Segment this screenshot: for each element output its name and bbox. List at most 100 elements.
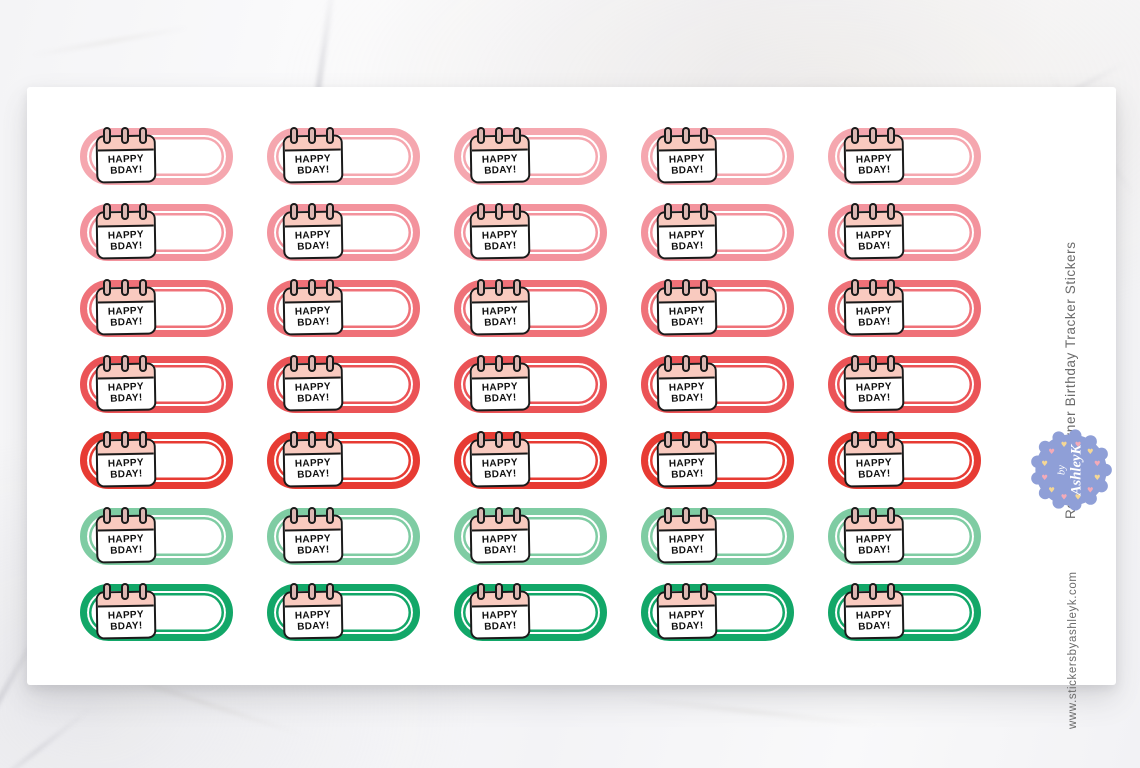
- birthday-calendar-icon: HAPPY BDAY!: [469, 431, 532, 491]
- birthday-sticker-light-pink: HAPPY BDAY!: [641, 127, 794, 187]
- birthday-sticker-coral: HAPPY BDAY!: [828, 279, 981, 339]
- birthday-sticker-light-pink: HAPPY BDAY!: [828, 127, 981, 187]
- calendar-rings-icon: [664, 355, 708, 372]
- birthday-calendar-icon: HAPPY BDAY!: [843, 279, 906, 339]
- sticker-label: HAPPY BDAY!: [294, 153, 332, 177]
- sticker-label: HAPPY BDAY!: [481, 229, 519, 253]
- sticker-label: HAPPY BDAY!: [855, 381, 893, 405]
- birthday-sticker-pink: HAPPY BDAY!: [641, 203, 794, 261]
- birthday-calendar-icon: HAPPY BDAY!: [95, 203, 158, 263]
- calendar-rings-icon: [477, 203, 521, 220]
- birthday-sticker-pink: HAPPY BDAY!: [267, 203, 420, 263]
- sticker-grid: HAPPY BDAY! HAPPY BDAY!: [80, 127, 981, 643]
- svg-text:♥: ♥: [1094, 473, 1101, 482]
- birthday-sticker-coral: HAPPY BDAY!: [80, 279, 233, 337]
- birthday-calendar-icon: HAPPY BDAY!: [843, 507, 906, 567]
- calendar-rings-icon: [290, 431, 334, 448]
- svg-text:♥: ♥: [1048, 447, 1055, 456]
- birthday-calendar-icon: HAPPY BDAY!: [843, 583, 906, 643]
- sticker-label: HAPPY BDAY!: [481, 153, 519, 177]
- svg-text:♥: ♥: [1048, 485, 1055, 494]
- birthday-sticker-red: HAPPY BDAY!: [828, 431, 981, 491]
- sticker-label: HAPPY BDAY!: [107, 609, 145, 633]
- birthday-calendar-icon: HAPPY BDAY!: [656, 279, 719, 339]
- sticker-label: HAPPY BDAY!: [481, 457, 519, 481]
- sticker-label: HAPPY BDAY!: [107, 533, 145, 557]
- sticker-label: HAPPY BDAY!: [107, 305, 145, 329]
- calendar-rings-icon: [664, 431, 708, 448]
- birthday-sticker-pink: HAPPY BDAY!: [80, 203, 233, 263]
- birthday-calendar-icon: HAPPY BDAY!: [469, 355, 532, 415]
- birthday-calendar-icon: HAPPY BDAY!: [95, 355, 158, 415]
- sticker-label: HAPPY BDAY!: [481, 609, 519, 633]
- calendar-rings-icon: [851, 203, 895, 220]
- marble-vein: [620, 696, 880, 727]
- calendar-rings-icon: [477, 431, 521, 448]
- birthday-sticker-mint-green: HAPPY BDAY!: [828, 507, 981, 567]
- birthday-calendar-icon: HAPPY BDAY!: [282, 583, 345, 643]
- birthday-sticker-mint-green: HAPPY BDAY!: [641, 507, 794, 567]
- birthday-calendar-icon: HAPPY BDAY!: [282, 355, 345, 415]
- birthday-sticker-red-coral: HAPPY BDAY!: [641, 355, 794, 415]
- sticker-label: HAPPY BDAY!: [668, 305, 706, 329]
- calendar-rings-icon: [851, 431, 895, 448]
- birthday-sticker-coral: HAPPY BDAY!: [454, 279, 607, 339]
- birthday-calendar-icon: HAPPY BDAY!: [656, 507, 719, 567]
- birthday-calendar-icon: HAPPY BDAY!: [843, 127, 906, 187]
- sticker-label: HAPPY BDAY!: [855, 609, 893, 633]
- birthday-sticker-green: HAPPY BDAY!: [267, 583, 420, 643]
- sticker-label: HAPPY BDAY!: [668, 457, 706, 481]
- birthday-sticker-light-pink: HAPPY BDAY!: [267, 127, 420, 185]
- sticker-label: HAPPY BDAY!: [855, 305, 893, 329]
- birthday-sticker-red: HAPPY BDAY!: [80, 431, 233, 491]
- birthday-calendar-icon: HAPPY BDAY!: [843, 431, 906, 491]
- birthday-calendar-icon: HAPPY BDAY!: [282, 279, 345, 339]
- sticker-sheet: HAPPY BDAY! HAPPY BDAY!: [27, 87, 1116, 729]
- birthday-calendar-icon: HAPPY BDAY!: [469, 203, 532, 263]
- sticker-label: HAPPY BDAY!: [294, 229, 332, 253]
- birthday-calendar-icon: HAPPY BDAY!: [95, 507, 158, 567]
- badge-text-by: by: [1057, 465, 1068, 475]
- sticker-label: HAPPY BDAY!: [668, 533, 706, 557]
- svg-text:♥: ♥: [1075, 492, 1082, 501]
- sticker-label: HAPPY BDAY!: [481, 381, 519, 405]
- birthday-calendar-icon: HAPPY BDAY!: [656, 583, 719, 643]
- svg-text:♥: ♥: [1041, 459, 1048, 468]
- calendar-rings-icon: [103, 279, 147, 296]
- calendar-rings-icon: [477, 355, 521, 372]
- calendar-rings-icon: [477, 583, 521, 600]
- calendar-rings-icon: [290, 203, 334, 220]
- birthday-calendar-icon: HAPPY BDAY!: [95, 431, 158, 491]
- calendar-rings-icon: [477, 127, 521, 144]
- calendar-rings-icon: [290, 127, 334, 144]
- birthday-sticker-coral: HAPPY BDAY!: [267, 279, 420, 339]
- calendar-rings-icon: [103, 355, 147, 372]
- birthday-calendar-icon: HAPPY BDAY!: [469, 279, 532, 339]
- sticker-label: HAPPY BDAY!: [107, 153, 145, 177]
- svg-text:♥: ♥: [1094, 459, 1101, 468]
- svg-text:♥: ♥: [1061, 440, 1068, 449]
- calendar-rings-icon: [664, 203, 708, 220]
- sticker-label: HAPPY BDAY!: [294, 457, 332, 481]
- brand-badge: ♥ ♥ ♥ ♥ ♥ ♥ ♥ ♥ ♥ ♥ ♥ ♥ by AshleyK: [1027, 426, 1115, 514]
- sticker-label: HAPPY BDAY!: [668, 381, 706, 405]
- sticker-label: HAPPY BDAY!: [294, 533, 332, 557]
- birthday-sticker-light-pink: HAPPY BDAY!: [80, 127, 233, 187]
- sticker-label: HAPPY BDAY!: [107, 381, 145, 405]
- sticker-label: HAPPY BDAY!: [481, 305, 519, 329]
- calendar-rings-icon: [851, 127, 895, 144]
- birthday-sticker-pink: HAPPY BDAY!: [454, 203, 607, 263]
- birthday-calendar-icon: HAPPY BDAY!: [843, 203, 906, 263]
- birthday-calendar-icon: HAPPY BDAY!: [656, 127, 719, 187]
- birthday-sticker-mint-green: HAPPY BDAY!: [267, 507, 420, 565]
- svg-text:♥: ♥: [1087, 447, 1094, 456]
- birthday-calendar-icon: HAPPY BDAY!: [95, 127, 158, 187]
- birthday-calendar-icon: HAPPY BDAY!: [282, 203, 345, 263]
- birthday-sticker-mint-green: HAPPY BDAY!: [80, 507, 233, 567]
- sticker-label: HAPPY BDAY!: [668, 609, 706, 633]
- sticker-label: HAPPY BDAY!: [855, 153, 893, 177]
- birthday-calendar-icon: HAPPY BDAY!: [656, 355, 719, 415]
- birthday-sticker-light-pink: HAPPY BDAY!: [454, 127, 607, 185]
- sticker-label: HAPPY BDAY!: [294, 381, 332, 405]
- sticker-label: HAPPY BDAY!: [107, 229, 145, 253]
